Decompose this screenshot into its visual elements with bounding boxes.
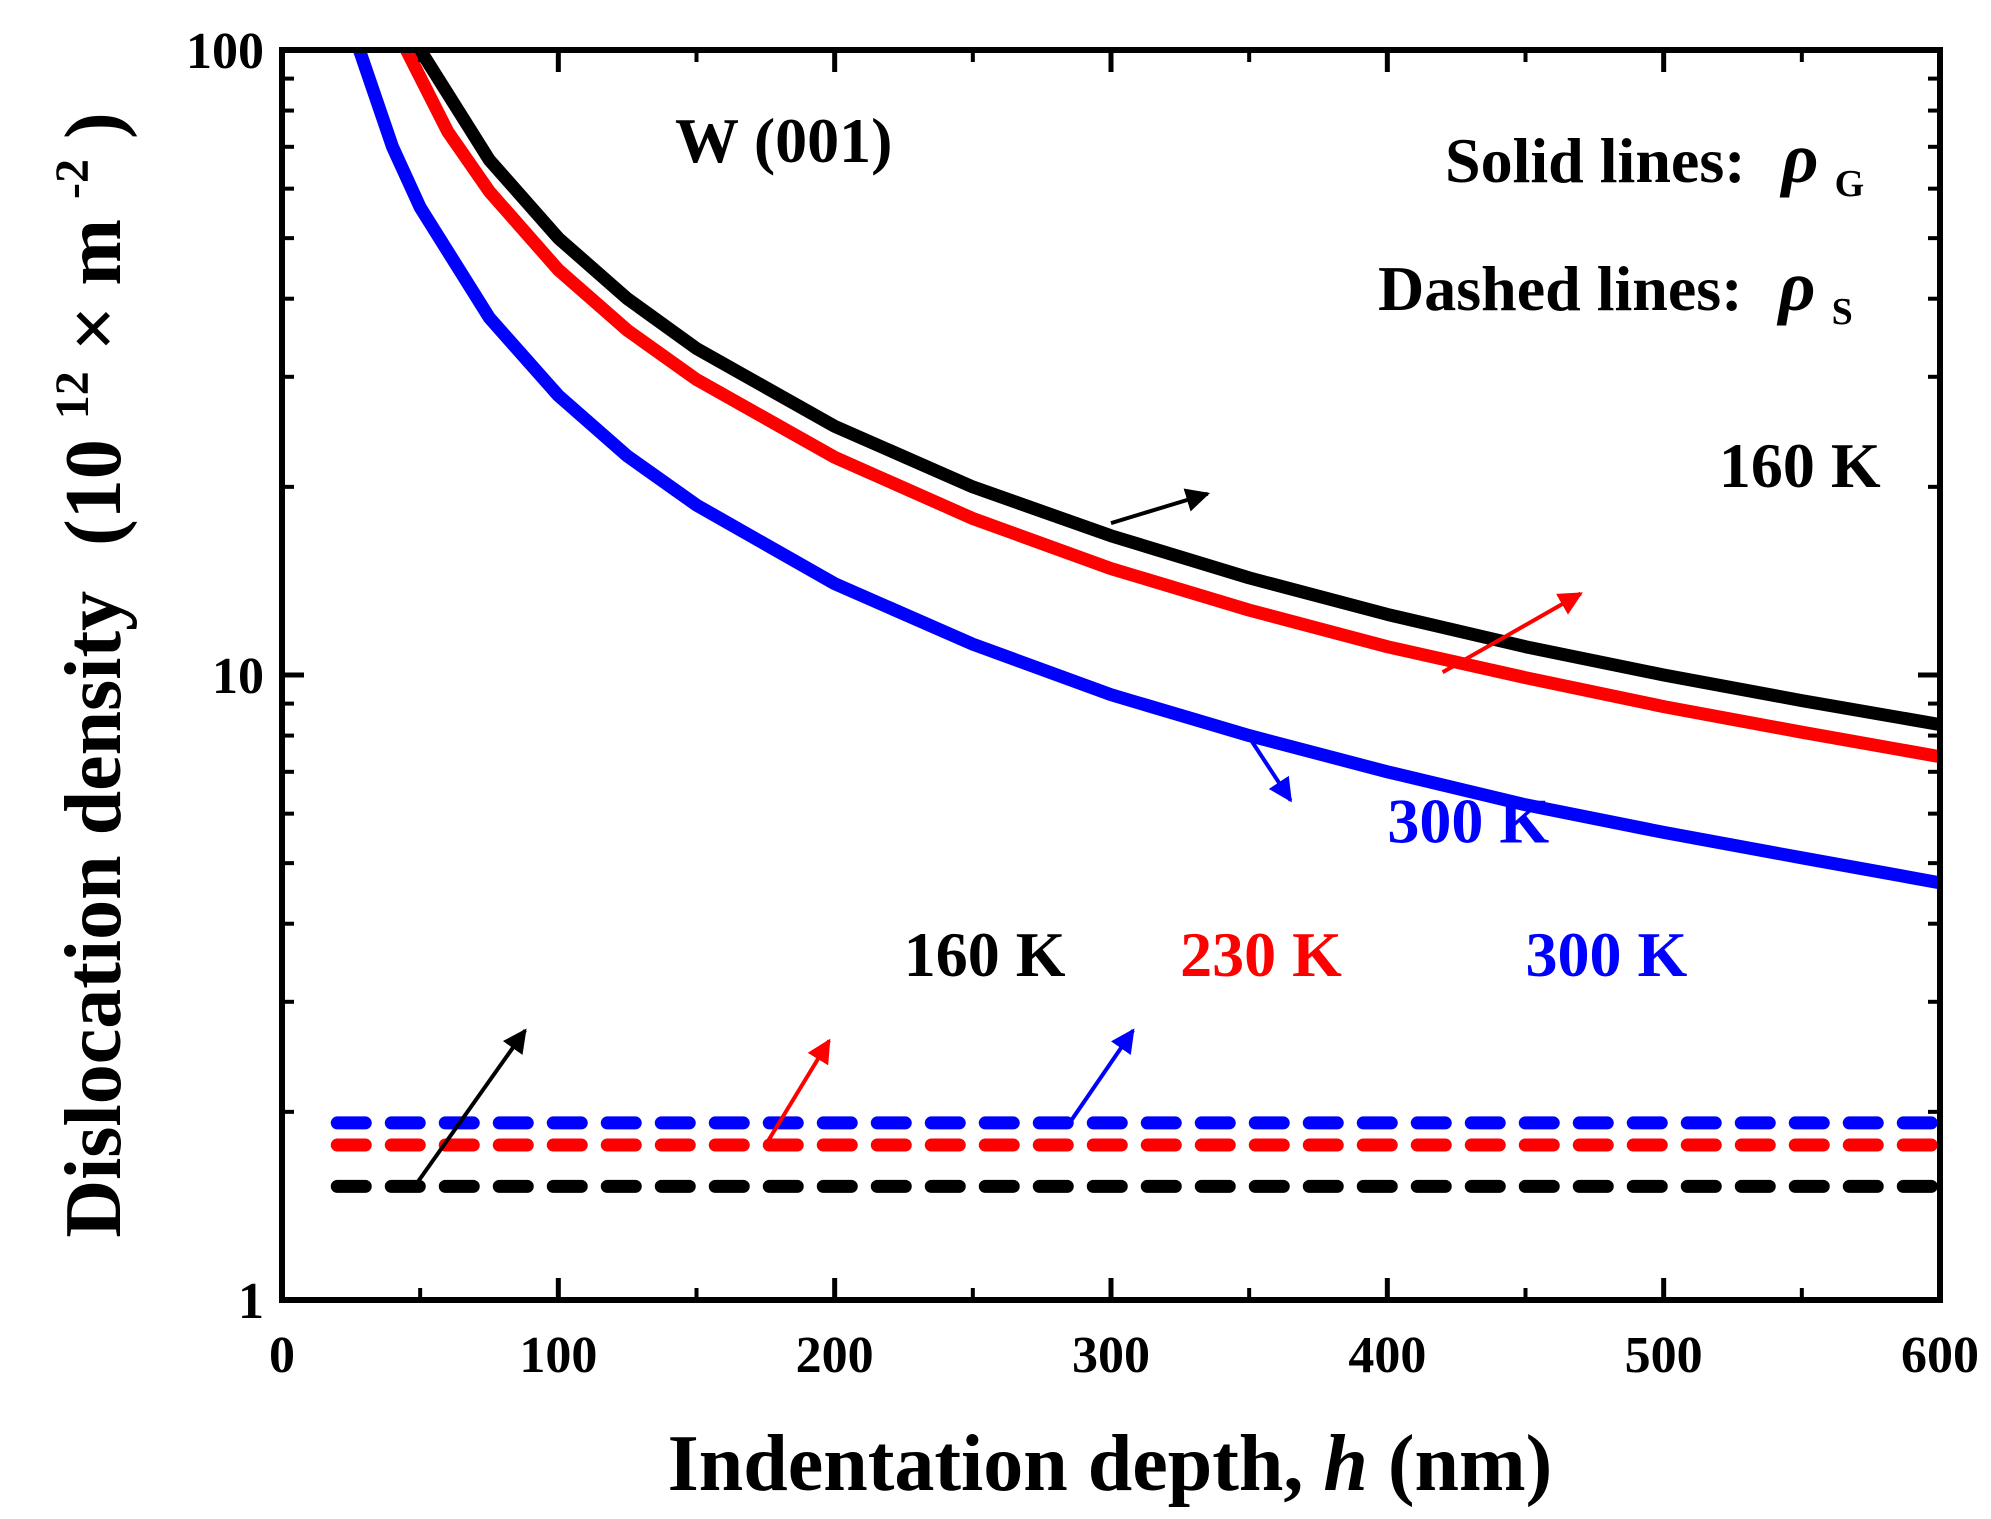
y-axis-title-exp1: 12	[46, 371, 99, 419]
curve-label: 230 K	[1180, 919, 1342, 990]
series-solid-300k	[352, 50, 1940, 890]
label-arrow	[1441, 591, 1583, 675]
y-axis-title-close: )	[50, 112, 138, 139]
curve-label: 160 K	[1719, 430, 1881, 501]
legend-dashed-lines: Dashed lines: ρ S	[1378, 246, 1853, 333]
label-arrow	[1241, 727, 1293, 803]
y-axis-title-main: Dislocation density	[50, 591, 138, 1238]
x-tick-label: 100	[519, 1327, 597, 1384]
curve-label: 160 K	[904, 919, 1066, 990]
label-arrow	[1067, 1028, 1135, 1125]
y-axis-title-open: (10	[50, 439, 138, 546]
series-layer	[330, 50, 1940, 1193]
curve-label: 300 K	[1387, 785, 1549, 856]
label-arrow	[763, 1038, 831, 1147]
y-tick-label: 10	[212, 648, 264, 705]
x-tick-label: 300	[1072, 1327, 1150, 1384]
rho-subscript-g: G	[1835, 163, 1865, 205]
y-axis-title-times: × m	[50, 219, 138, 351]
rho-subscript-s: S	[1832, 291, 1853, 333]
x-tick-label: 600	[1901, 1327, 1979, 1384]
plot-frame	[279, 47, 1943, 1303]
x-axis-title-var: h	[1323, 1420, 1368, 1508]
curve-label: 300 K	[1526, 919, 1688, 990]
y-axis-title: Dislocation density (10 12 × m -2 )	[18, 112, 138, 1237]
x-tick-label: 500	[1625, 1327, 1703, 1384]
x-axis-title-unit: (nm)	[1388, 1420, 1552, 1508]
legend-dashed-text: Dashed lines:	[1378, 253, 1743, 324]
x-tick-label: 200	[796, 1327, 874, 1384]
y-tick-label: 1	[238, 1273, 264, 1330]
legend-solid-text: Solid lines:	[1445, 125, 1746, 196]
label-arrow	[1110, 488, 1211, 526]
material-label: W (001)	[675, 105, 892, 176]
series-solid-230k	[399, 50, 1940, 764]
x-axis-title-main: Indentation depth,	[668, 1420, 1324, 1508]
x-tick-label: 400	[1348, 1327, 1426, 1384]
rho-symbol: ρ	[1777, 246, 1816, 326]
label-arrow	[413, 1028, 527, 1188]
x-tick-label: 0	[269, 1327, 295, 1384]
y-tick-label: 100	[186, 23, 264, 80]
rho-symbol: ρ	[1780, 118, 1819, 198]
series-solid-160k	[413, 50, 1940, 732]
x-axis-title: Indentation depth, h (nm)	[668, 1420, 1553, 1508]
ticks-layer: 0 100 200 300 400 500 600 1 10 100	[186, 23, 1979, 1384]
legend-solid-lines: Solid lines: ρ G	[1445, 118, 1864, 205]
y-axis-title-exp2: -2	[46, 159, 99, 199]
